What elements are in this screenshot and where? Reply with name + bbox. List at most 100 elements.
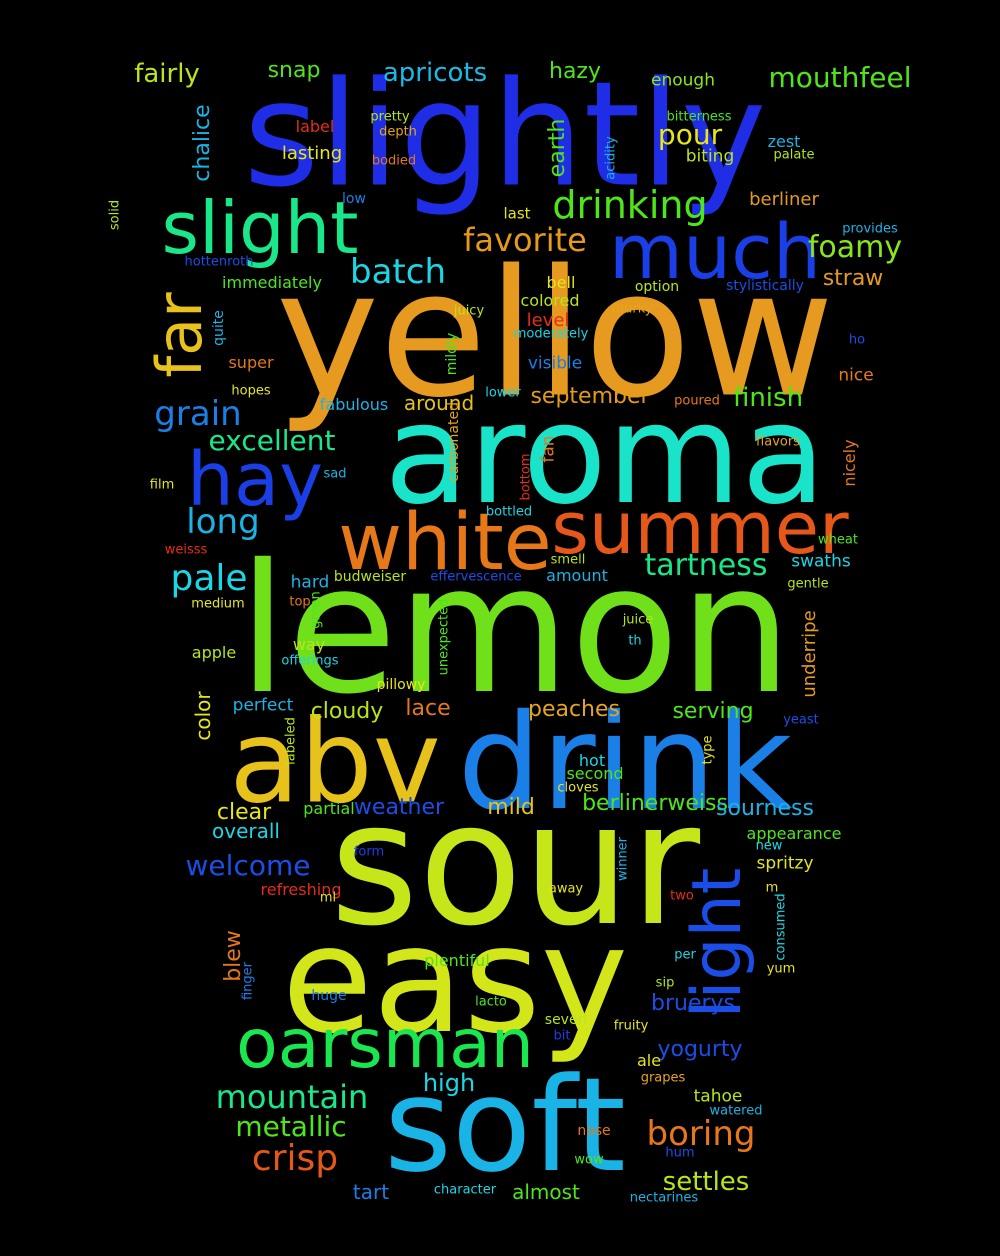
word-effervescence: effervescence bbox=[430, 569, 522, 585]
word-label: label bbox=[295, 117, 335, 136]
word-weather: weather bbox=[353, 795, 445, 820]
word-berlinerweiss: berlinerweiss bbox=[582, 791, 728, 816]
word-hay: hay bbox=[186, 437, 324, 523]
word-winner: winner bbox=[615, 836, 631, 882]
word-way: way bbox=[292, 635, 326, 654]
word-fairly: fairly bbox=[134, 59, 200, 89]
word-mild: mild bbox=[487, 795, 535, 820]
word-bitterness: bitterness bbox=[666, 109, 732, 125]
word-enough: enough bbox=[651, 70, 715, 91]
word-fabulous: fabulous bbox=[319, 395, 389, 414]
word-sip: sip bbox=[655, 975, 675, 991]
word-medium: medium bbox=[191, 596, 245, 612]
word-bruerys: bruerys bbox=[650, 991, 736, 1016]
word-palate: palate bbox=[773, 147, 815, 163]
word-film: film bbox=[149, 477, 175, 493]
word-wheat: wheat bbox=[818, 532, 858, 548]
word-berliner: berliner bbox=[749, 189, 819, 210]
word-underripe: underripe bbox=[799, 610, 820, 698]
word-much: much bbox=[608, 207, 822, 296]
word-partial: partial bbox=[303, 799, 355, 818]
word-serving: serving bbox=[672, 699, 754, 724]
word-mildly: mildly bbox=[444, 332, 460, 376]
word-sour: sour bbox=[329, 766, 701, 964]
word-form: form bbox=[353, 844, 385, 860]
word-immediately: immediately bbox=[222, 273, 322, 292]
word-pillowy: pillowy bbox=[376, 677, 426, 693]
word-type: type bbox=[700, 735, 716, 765]
word-batch: batch bbox=[350, 252, 446, 292]
word-boring: boring bbox=[646, 1114, 756, 1154]
word-favorite: favorite bbox=[463, 221, 587, 259]
word-mountain: mountain bbox=[215, 1078, 369, 1116]
word-crisp: crisp bbox=[251, 1138, 339, 1179]
word-almost: almost bbox=[512, 1180, 580, 1204]
word-far: far bbox=[143, 292, 216, 378]
word-colored: colored bbox=[520, 291, 580, 310]
word-stylistically: stylistically bbox=[726, 278, 804, 294]
word-nice: nice bbox=[838, 365, 874, 386]
word-moderately: moderately bbox=[513, 326, 589, 342]
word-chalice: chalice bbox=[190, 104, 215, 182]
word-peaches: peaches bbox=[527, 697, 621, 722]
word-yum: yum bbox=[766, 961, 796, 977]
word-long: long bbox=[186, 502, 260, 542]
word-appearance: appearance bbox=[746, 824, 842, 843]
word-hopes: hopes bbox=[231, 383, 271, 399]
word-excellent: excellent bbox=[208, 424, 336, 457]
word-top: top bbox=[289, 594, 311, 610]
word-color: color bbox=[191, 691, 215, 741]
word-amount: amount bbox=[546, 566, 608, 585]
word-cloudy: cloudy bbox=[310, 699, 384, 724]
word-ho: ho bbox=[848, 332, 866, 348]
word-soft: soft bbox=[384, 1049, 626, 1201]
word-cloves: cloves bbox=[557, 780, 599, 796]
word-option: option bbox=[634, 279, 680, 295]
word-yogurty: yogurty bbox=[657, 1037, 743, 1062]
word-tahoe: tahoe bbox=[693, 1086, 743, 1107]
word-low: low bbox=[342, 191, 366, 207]
word-tart: tart bbox=[352, 1180, 390, 1204]
word-carbonated: carbonated bbox=[446, 402, 462, 482]
word-provides: provides bbox=[842, 221, 898, 237]
word-hot: hot bbox=[578, 751, 606, 770]
word-clear: clear bbox=[216, 800, 272, 825]
word-smell: smell bbox=[550, 552, 586, 568]
word-nose: nose bbox=[577, 1123, 611, 1139]
word-budweiser: budweiser bbox=[333, 569, 407, 585]
word-finish: finish bbox=[732, 383, 804, 413]
word-offerings: offerings bbox=[281, 653, 339, 669]
word-drink: drink bbox=[457, 686, 793, 840]
word-welcome: welcome bbox=[185, 849, 311, 882]
word-bit: bit bbox=[553, 1028, 571, 1044]
word-gentle: gentle bbox=[787, 576, 829, 592]
word-lasting: lasting bbox=[281, 143, 343, 164]
word-hazy: hazy bbox=[549, 59, 601, 84]
word-huge: huge bbox=[311, 988, 347, 1004]
word-perfect: perfect bbox=[232, 695, 294, 716]
word-swaths: swaths bbox=[791, 551, 851, 572]
word-fruity: fruity bbox=[613, 1018, 649, 1034]
word-mouthfeel: mouthfeel bbox=[768, 61, 912, 94]
word-labeled: labeled bbox=[283, 717, 299, 765]
word-two: two bbox=[670, 888, 694, 904]
word-nectarines: nectarines bbox=[629, 1190, 699, 1206]
word-character: character bbox=[433, 1182, 497, 1198]
word-last: last bbox=[503, 204, 531, 223]
word-new: new bbox=[755, 838, 783, 854]
word-poured: poured bbox=[674, 393, 720, 409]
word-bodied: bodied bbox=[371, 153, 417, 169]
word-high: high bbox=[422, 1069, 476, 1097]
word-green: green bbox=[308, 591, 324, 629]
word-drinking: drinking bbox=[552, 183, 708, 227]
word-apricots: apricots bbox=[382, 58, 488, 88]
word-juicy: juicy bbox=[453, 303, 485, 319]
word-oarsman: oarsman bbox=[236, 1005, 534, 1084]
word-slightly: slightly bbox=[243, 50, 767, 220]
word-hard: hard bbox=[290, 572, 330, 593]
word-unexpected: unexpected bbox=[436, 598, 452, 676]
word-white: white bbox=[338, 498, 552, 588]
word-pale: pale bbox=[170, 558, 248, 599]
word-around: around bbox=[403, 391, 475, 415]
